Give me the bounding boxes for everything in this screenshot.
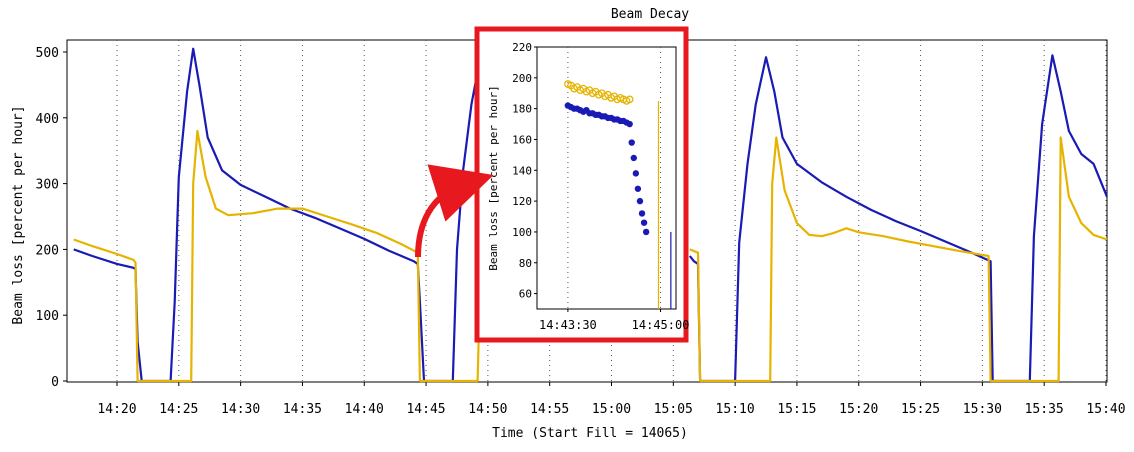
inset-point-open [625, 95, 634, 104]
inset-y-tick-label: 120 [512, 195, 532, 208]
inset-x-tick-label: 14:43:30 [539, 318, 597, 332]
inset-point-filled [632, 170, 640, 177]
inset-y-tick-label: 200 [512, 72, 532, 85]
inset-y-tick-label: 80 [519, 257, 532, 270]
x-axis-ticks: 14:20 14:25 14:30 14:35 14:40 14:45 14:50 14:55… [97, 382, 1126, 417]
chart-title: Beam Decay [611, 7, 689, 22]
inset-gridlines [567, 47, 662, 309]
inset-point-filled [636, 197, 644, 205]
x-tick-label: 14:20 [97, 402, 136, 417]
inset-point-filled [630, 154, 637, 162]
x-tick-label: 14:55 [530, 402, 569, 417]
y-tick-label: 500 [36, 46, 59, 61]
x-tick-label: 15:20 [839, 402, 878, 417]
y-axis-label: Beam loss [percent per hour] [11, 105, 26, 324]
left-series-line-0 [73, 47, 479, 383]
y-tick-label: 200 [36, 243, 59, 258]
x-tick-label: 15:15 [777, 402, 816, 417]
inset-point-filled [634, 185, 642, 192]
series-group [73, 47, 1109, 383]
inset-point-filled [640, 219, 648, 226]
inset-series-group [564, 80, 672, 309]
inset-point-filled [626, 120, 633, 128]
inset-y-tick-label: 60 [519, 288, 532, 301]
y-tick-label: 400 [36, 112, 59, 127]
inset-x-axis-ticks: 14:43:30 14:45:00 [539, 309, 689, 332]
x-tick-label: 15:40 [1086, 402, 1125, 417]
inset-highlight-box [474, 26, 689, 343]
inset-plot-area [536, 46, 677, 310]
inset-y-tick-label: 100 [512, 226, 532, 239]
y-tick-label: 0 [51, 375, 59, 390]
x-tick-label: 15:30 [963, 402, 1002, 417]
x-tick-label: 14:35 [283, 402, 322, 417]
inset-y-axis-ticks: 60 80 100 120 140 160 180 200 220 [512, 41, 537, 301]
x-tick-label: 15:10 [716, 402, 755, 417]
inset-y-tick-label: 160 [512, 133, 532, 146]
x-axis-label: Time (Start Fill = 14065) [492, 426, 688, 441]
inset-point-filled [642, 228, 650, 236]
x-tick-label: 15:05 [654, 402, 693, 417]
x-tick-label: 14:40 [345, 402, 384, 417]
left-series-line-1 [73, 129, 481, 383]
inset-y-axis-label: Beam loss [percent per hour] [487, 85, 500, 270]
right-series-line-0 [688, 54, 1109, 383]
x-tick-label: 14:30 [221, 402, 260, 417]
right-series-line-1 [689, 136, 1108, 383]
inset-y-tick-label: 220 [512, 41, 532, 54]
inset-y-tick-label: 180 [512, 103, 532, 116]
inset-y-tick-label: 140 [512, 164, 532, 177]
x-tick-label: 14:45 [406, 402, 445, 417]
x-tick-label: 15:35 [1025, 402, 1064, 417]
y-tick-label: 300 [36, 178, 59, 193]
zoom-arrow [415, 164, 494, 258]
x-tick-label: 14:25 [159, 402, 198, 417]
x-tick-label: 14:50 [468, 402, 507, 417]
inset-point-filled [638, 210, 646, 217]
y-axis-ticks: 0 100 200 300 400 500 [36, 46, 67, 390]
inset-point-filled [628, 139, 635, 146]
x-tick-label: 15:25 [901, 402, 940, 417]
y-tick-label: 100 [36, 309, 59, 324]
x-tick-label: 15:00 [592, 402, 631, 417]
inset-x-tick-label: 14:45:00 [632, 318, 690, 332]
